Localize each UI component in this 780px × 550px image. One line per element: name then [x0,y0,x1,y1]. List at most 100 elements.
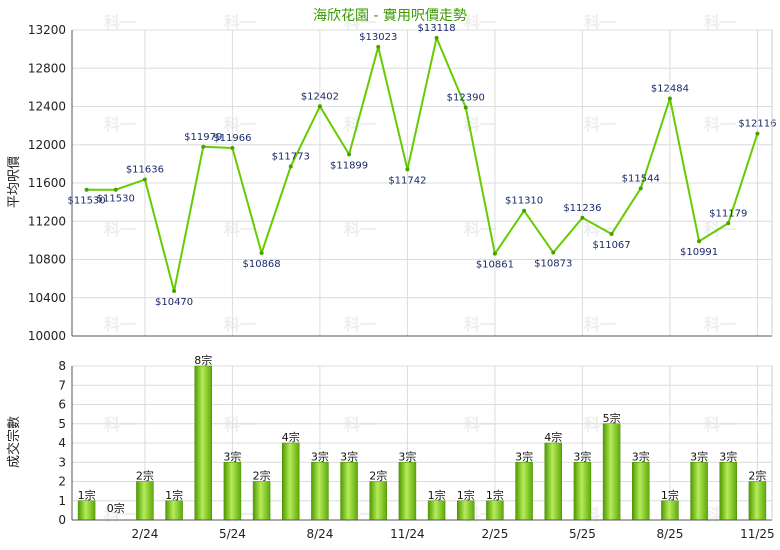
price-point-label: $10861 [476,260,514,271]
volume-bar [573,462,592,521]
price-point-label: $11742 [388,175,426,186]
price-point-label: $11530 [97,194,135,205]
volume-tick-label: 2 [58,475,66,489]
volume-bar-label: 3宗 [223,449,241,463]
price-point [609,231,614,236]
volume-grid: 0 1 2 3 4 5 6 7 8 2/24 5/24 8/24 11/24 2/25 5/25 8/25 11… [58,359,774,541]
price-point [376,44,381,49]
volume-bar-label: 2宗 [253,469,271,483]
price-tick-label: 12400 [28,100,66,114]
volume-bar [77,500,96,521]
price-point [113,187,118,192]
x-tick-label: 8/25 [656,527,683,541]
price-point-label: $10868 [242,259,280,270]
price-point [551,250,556,255]
watermark-text: 科一 [104,13,136,32]
volume-bar [632,462,650,521]
price-point-label: $11236 [563,203,601,214]
volume-bar [515,462,533,521]
volume-tick-label: 0 [58,513,66,527]
watermark-text: 科一 [224,415,256,434]
volume-bar [369,481,387,521]
watermark-text: 科一 [344,315,376,334]
watermark-text: 科一 [224,315,256,334]
volume-tick-label: 4 [58,436,66,450]
volume-tick-label: 5 [58,417,66,431]
watermark-text: 科一 [704,415,736,434]
volume-bar [136,481,154,521]
price-tick-label: 10400 [28,291,66,305]
watermark-text: 科一 [704,13,736,32]
price-point [697,239,702,244]
price-tick-label: 12000 [28,138,66,152]
price-point-label: $13118 [417,23,455,34]
volume-bar-label: 3宗 [719,449,737,463]
price-tick-label: 10800 [28,253,66,267]
volume-tick-label: 3 [58,455,66,469]
volume-bar-label: 4宗 [282,430,300,444]
price-point-label: $11310 [505,196,543,207]
price-point-label: $11067 [592,240,630,251]
price-point-label: $11966 [213,133,251,144]
price-point [522,208,527,213]
price-point [667,96,672,101]
volume-bar-label: 1宗 [486,488,504,502]
volume-bar [690,462,708,521]
watermark-text: 科一 [104,315,136,334]
volume-bar-label: 2宗 [136,469,154,483]
volume-bar [340,462,358,521]
volume-bar-label: 2宗 [369,469,387,483]
volume-bar-label: 1宗 [457,488,475,502]
volume-tick-label: 6 [58,398,66,412]
watermark-text: 科一 [584,13,616,32]
price-point [580,215,585,220]
price-point [347,152,352,157]
price-point-label: $10991 [680,247,718,258]
watermark-text: 科一 [344,415,376,434]
volume-bar [457,500,475,521]
volume-bar-label: 3宗 [632,449,650,463]
price-point [288,164,293,169]
price-point-label: $13023 [359,32,397,43]
x-tick-label: 5/24 [219,527,246,541]
volume-axis-label: 成交宗數 [6,416,22,468]
price-point [755,131,760,136]
axes [71,30,773,521]
volume-bar [602,423,621,521]
price-point-label: $11179 [709,208,747,219]
watermark-text: 科一 [104,415,136,434]
watermark-text: 科一 [344,115,376,134]
volume-tick-label: 1 [58,494,66,508]
price-point [259,250,264,255]
volume-bar-label: 1宗 [661,488,679,502]
watermark-text: 科一 [344,13,376,32]
price-point-label: $10873 [534,259,572,270]
watermark-text: 科一 [224,115,256,134]
chart-title: 海欣花園 - 實用呎價走勢 [313,7,467,24]
volume-bar-label: 1宗 [428,488,446,502]
price-axis-label: 平均呎價 [7,156,22,208]
volume-bar [165,500,183,521]
watermark-text: 科一 [584,115,616,134]
watermark-text: 科一 [344,220,376,239]
watermark-text: 科一 [464,13,496,32]
price-point [638,186,643,191]
watermark-text: 科一 [584,220,616,239]
watermark-text: 科一 [704,115,736,134]
volume-bar-label: 0宗 [107,501,125,515]
volume-tick-label: 8 [58,359,66,373]
price-point [230,146,235,151]
watermark-text: 科一 [464,220,496,239]
watermark-text: 科一 [464,115,496,134]
price-point-label: $10470 [155,297,193,308]
x-tick-label: 5/25 [569,527,596,541]
price-tick-label: 11200 [28,214,66,228]
volume-bars: 1宗 0宗 2宗 1宗 8宗 3宗 2宗 4宗 3宗 3宗 2宗 3宗 1宗 1宗 1宗 3宗 4宗 3宗 5宗 3宗… [77,353,766,521]
watermark-text: 科一 [464,415,496,434]
volume-bar-label: 3宗 [398,449,416,463]
volume-bar-label: 2宗 [748,469,766,483]
volume-bar-label: 3宗 [340,449,358,463]
price-point-label: $12116 [738,119,776,130]
price-point [405,167,410,172]
